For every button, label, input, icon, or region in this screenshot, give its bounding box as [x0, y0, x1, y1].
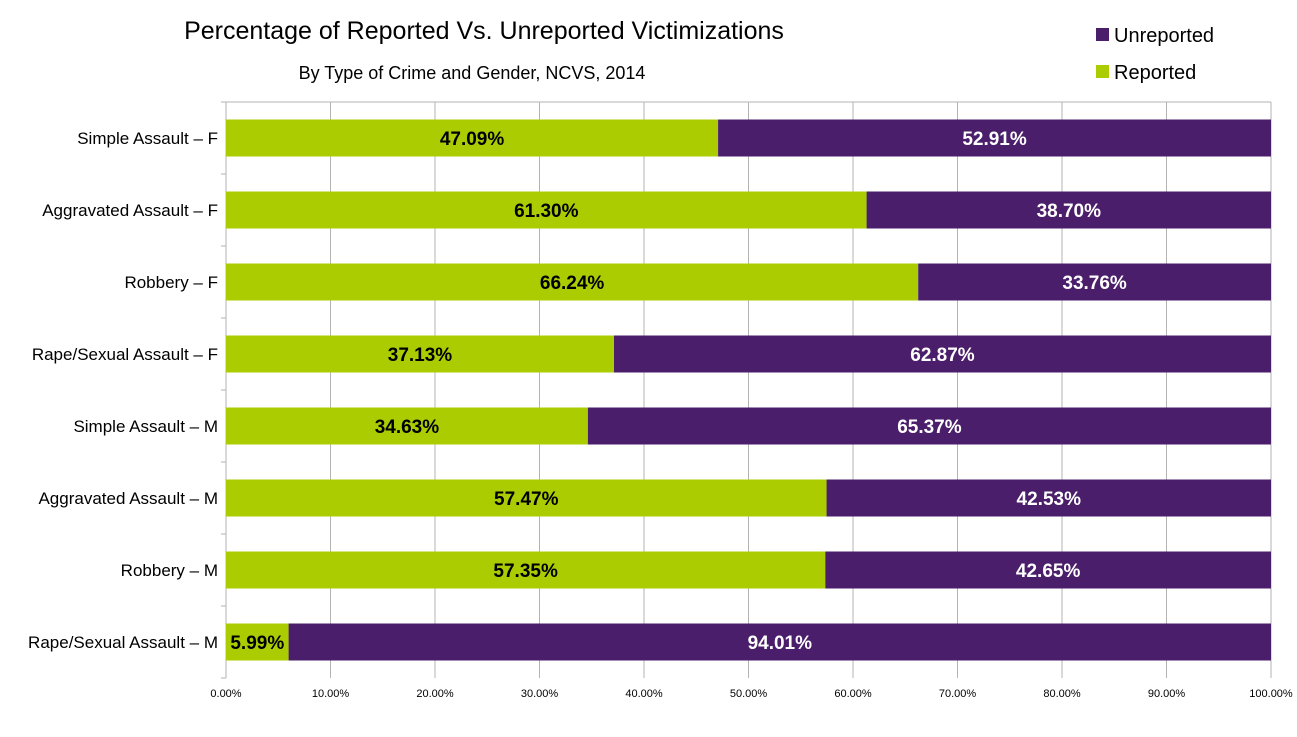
x-tick-label: 80.00% [1043, 688, 1081, 700]
category-label: Rape/Sexual Assault – M [28, 633, 218, 652]
bar-reported [226, 263, 919, 301]
bar-unreported [718, 119, 1271, 157]
data-label-reported: 66.24% [540, 273, 605, 294]
legend: Unreported Reported [1096, 25, 1214, 84]
data-label-unreported: 42.53% [1017, 489, 1082, 510]
data-label-unreported: 62.87% [910, 345, 975, 366]
bar-reported [226, 551, 826, 589]
gridlines [225, 102, 1272, 678]
x-axis-tick-labels: 0.00% 10.00% 20.00% 30.00% 40.00% 50.00% 60.00… [210, 688, 1293, 700]
data-label-reported: 5.99% [230, 633, 284, 654]
category-label: Aggravated Assault – M [38, 489, 218, 508]
category-label: Aggravated Assault – F [42, 201, 218, 220]
chart-subtitle: By Type of Crime and Gender, NCVS, 2014 [299, 63, 646, 83]
data-label-reported: 57.47% [494, 489, 559, 510]
category-label: Simple Assault – M [73, 417, 218, 436]
data-label-reported: 34.63% [375, 417, 440, 438]
data-label-unreported: 52.91% [962, 129, 1027, 150]
bar-unreported [288, 623, 1272, 661]
bar-unreported [866, 191, 1271, 229]
bar-reported [226, 119, 719, 157]
bar-reported [226, 407, 588, 445]
x-tick-label: 20.00% [416, 688, 454, 700]
category-label: Rape/Sexual Assault – F [32, 345, 218, 364]
data-label-unreported: 38.70% [1037, 201, 1102, 222]
data-label-reported: 47.09% [440, 129, 505, 150]
plot-frame [221, 101, 1271, 679]
bar-reported [226, 335, 615, 373]
x-tick-label: 60.00% [834, 688, 872, 700]
data-label-unreported: 33.76% [1062, 273, 1127, 294]
x-tick-label: 30.00% [521, 688, 559, 700]
category-label: Robbery – F [124, 273, 218, 292]
bar-unreported [918, 263, 1271, 301]
x-tick-label: 0.00% [210, 688, 241, 700]
bar-reported [226, 479, 827, 517]
x-tick-label: 100.00% [1249, 688, 1293, 700]
x-tick-label: 40.00% [625, 688, 663, 700]
data-label-reported: 61.30% [514, 201, 579, 222]
data-label-unreported: 65.37% [897, 417, 962, 438]
legend-swatch-reported [1096, 65, 1109, 78]
data-label-reported: 37.13% [388, 345, 453, 366]
x-tick-label: 90.00% [1148, 688, 1186, 700]
bar-unreported [614, 335, 1271, 373]
bar-unreported [825, 551, 1271, 589]
bar-unreported [587, 407, 1271, 445]
category-label: Simple Assault – F [77, 129, 218, 148]
bars: 47.09% 52.91% 61.30% 38.70% 66.24% 33.76% 37.1… [226, 119, 1272, 661]
x-tick-label: 70.00% [939, 688, 977, 700]
data-label-reported: 57.35% [493, 561, 558, 582]
category-label: Robbery – M [121, 561, 218, 580]
legend-label-unreported: Unreported [1114, 25, 1214, 47]
bar-reported [226, 191, 867, 229]
data-label-unreported: 94.01% [748, 633, 813, 654]
legend-swatch-unreported [1096, 28, 1109, 41]
bar-unreported [826, 479, 1271, 517]
category-labels: Simple Assault – F Aggravated Assault – F… [28, 129, 218, 652]
x-tick-label: 50.00% [730, 688, 768, 700]
legend-label-reported: Reported [1114, 62, 1196, 84]
data-label-unreported: 42.65% [1016, 561, 1081, 582]
x-tick-label: 10.00% [312, 688, 350, 700]
bar-reported [226, 623, 289, 661]
chart-title: Percentage of Reported Vs. Unreported Vi… [184, 17, 784, 45]
